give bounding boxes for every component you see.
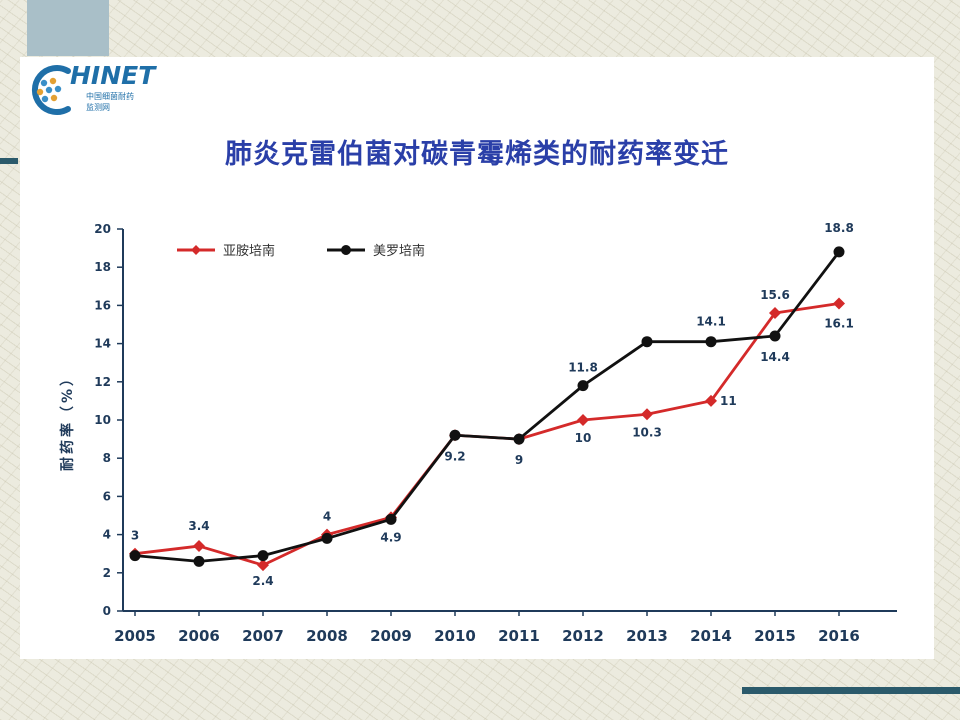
bottom-accent-bar: [742, 687, 960, 694]
x-tick-label: 2016: [818, 627, 860, 645]
y-tick-label: 20: [94, 222, 111, 236]
series-2-point: [129, 550, 141, 562]
x-tick-label: 2012: [562, 627, 604, 645]
legend-label: 亚胺培南: [223, 243, 275, 259]
series-2-point: [257, 550, 269, 562]
data-label: 15.6: [760, 288, 790, 302]
y-tick-label: 6: [103, 489, 111, 503]
x-tick-label: 2008: [306, 627, 348, 645]
x-tick-label: 2005: [114, 627, 156, 645]
left-accent-bar: [0, 158, 18, 164]
data-label: 9.2: [444, 449, 465, 463]
y-tick-label: 14: [94, 337, 111, 351]
series-line-1: [134, 302, 840, 567]
chart-title: 肺炎克雷伯菌对碳青霉烯类的耐药率变迁: [225, 139, 729, 170]
y-tick-label: 0: [103, 604, 111, 618]
x-tick-label: 2011: [498, 627, 540, 645]
series-1-point: [193, 540, 205, 553]
x-tick-label: 2007: [242, 627, 284, 645]
series-2-point: [641, 336, 653, 348]
series-1-point: [705, 394, 717, 407]
x-tick-label: 2006: [178, 627, 220, 645]
data-label: 4: [323, 510, 331, 524]
series-2-point: [513, 433, 525, 445]
logo-text: HINET: [70, 61, 156, 90]
data-label: 4.9: [380, 530, 401, 544]
series-1-point: [833, 297, 845, 310]
data-label: 18.8: [824, 221, 854, 235]
series-line-2: [134, 251, 841, 563]
legend-label: 美罗培南: [373, 243, 425, 259]
logo-subtitle: 中国细菌耐药: [86, 92, 134, 101]
series-2-point: [833, 246, 845, 258]
series-1-point: [577, 414, 589, 426]
legend-marker: [341, 245, 351, 255]
series-2-point: [385, 513, 397, 525]
logo-emblem-icon: [31, 65, 71, 115]
logo-subtitle-2: 监测网: [86, 103, 110, 112]
chinet-logo: HINET 中国细菌耐药 监测网: [24, 61, 164, 117]
data-label: 2.4: [252, 574, 273, 588]
x-tick-label: 2015: [754, 627, 796, 645]
y-tick-label: 2: [103, 566, 111, 580]
data-label: 10: [575, 431, 592, 445]
slide-panel: HINET 中国细菌耐药 监测网 肺炎克雷伯菌对碳青霉烯类的耐药率变迁 0 2 4 6…: [20, 57, 934, 659]
x-tick-label: 2013: [626, 627, 668, 645]
x-tick-label: 2014: [690, 627, 732, 645]
data-label: 14.4: [760, 350, 790, 364]
data-label: 14.1: [696, 315, 726, 329]
line-chart: 0 2 4 6 8 10 12 14 16 18 20 2005 2006 2007 2008 2009 201…: [59, 221, 897, 645]
series-1-point: [257, 559, 269, 572]
series-2-point: [705, 336, 717, 348]
x-tick-label: 2009: [370, 627, 412, 645]
y-axis-label: 耐药率（%）: [59, 369, 76, 471]
data-label: 11.8: [568, 361, 598, 375]
y-tick-label: 16: [94, 298, 111, 312]
data-label: 3.4: [188, 519, 209, 533]
series-2-point: [193, 555, 205, 567]
series-2-point: [449, 429, 461, 441]
y-tick-label: 8: [103, 451, 111, 465]
series-2-point: [577, 380, 589, 392]
series-1-point: [641, 408, 653, 421]
y-tick-label: 4: [103, 528, 111, 542]
data-label: 10.3: [632, 425, 662, 439]
data-label: 11: [720, 394, 737, 408]
x-tick-label: 2010: [434, 627, 476, 645]
y-tick-label: 12: [94, 375, 111, 389]
data-label: 3: [131, 529, 139, 543]
legend-marker: [191, 245, 201, 255]
y-tick-label: 18: [94, 260, 111, 274]
y-tick-label: 10: [94, 413, 111, 427]
corner-decoration: [27, 0, 109, 56]
series-1-point: [769, 307, 781, 320]
data-label: 16.1: [824, 316, 854, 330]
data-label: 9: [515, 453, 523, 467]
series-2-point: [769, 330, 781, 342]
series-2-point: [321, 532, 333, 544]
